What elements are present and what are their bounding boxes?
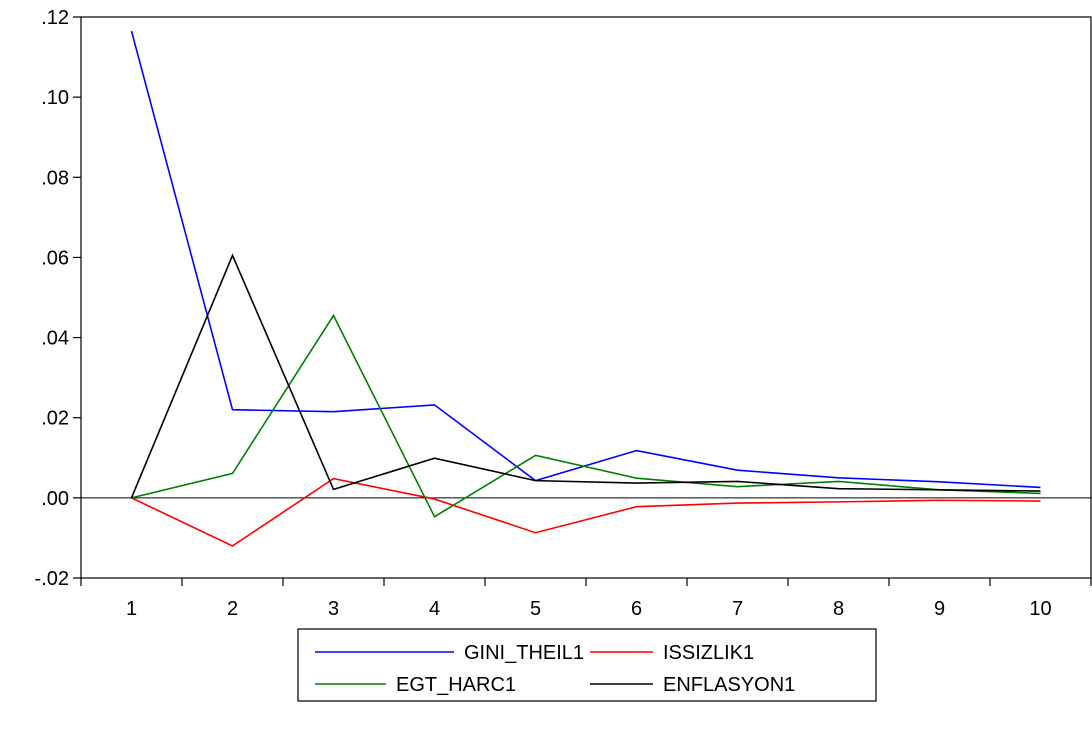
plot-frame [80, 16, 1092, 579]
x-tick-label: 5 [530, 598, 541, 620]
series-line-enflasyon1 [130, 253, 1041, 499]
legend: GINI_THEIL1 ISSIZLIK1 EGT_HARC1 ENFLASYON1 [297, 628, 877, 702]
x-tick-label: 9 [934, 598, 945, 620]
y-tick-label: .08 [41, 167, 69, 189]
y-tick-label: .02 [41, 408, 69, 430]
y-axis: -.02 .00 .02 .04 .06 .08 .10 .12 [35, 7, 81, 590]
legend-label: EGT_HARC1 [396, 674, 516, 696]
x-tick-label: 7 [732, 598, 743, 620]
legend-box [297, 628, 877, 702]
x-tick-label: 4 [429, 598, 440, 620]
x-tick-label: 10 [1029, 598, 1051, 620]
x-tick-label: 8 [833, 598, 844, 620]
legend-label: ISSIZLIK1 [663, 642, 754, 664]
y-tick-label: .06 [41, 247, 69, 269]
series-line-gini-theil1 [130, 30, 1041, 489]
series-lines [130, 30, 1041, 547]
y-tick-label: .00 [41, 488, 69, 510]
x-tick-label: 3 [328, 598, 339, 620]
y-tick-label: -.02 [35, 568, 69, 590]
x-tick-label: 2 [227, 598, 238, 620]
series-line-egt-harc1 [131, 313, 1041, 518]
y-tick-label: .10 [41, 87, 69, 109]
series-line-issizlik1 [131, 477, 1041, 547]
y-tick-label: .04 [41, 328, 69, 350]
x-tick-label: 6 [631, 598, 642, 620]
x-axis: 1 2 3 4 5 6 7 8 9 10 [80, 578, 1092, 620]
x-tick-label: 1 [126, 598, 137, 620]
legend-label: GINI_THEIL1 [464, 642, 584, 664]
y-tick-label: .12 [41, 7, 69, 29]
legend-label: ENFLASYON1 [663, 674, 795, 696]
